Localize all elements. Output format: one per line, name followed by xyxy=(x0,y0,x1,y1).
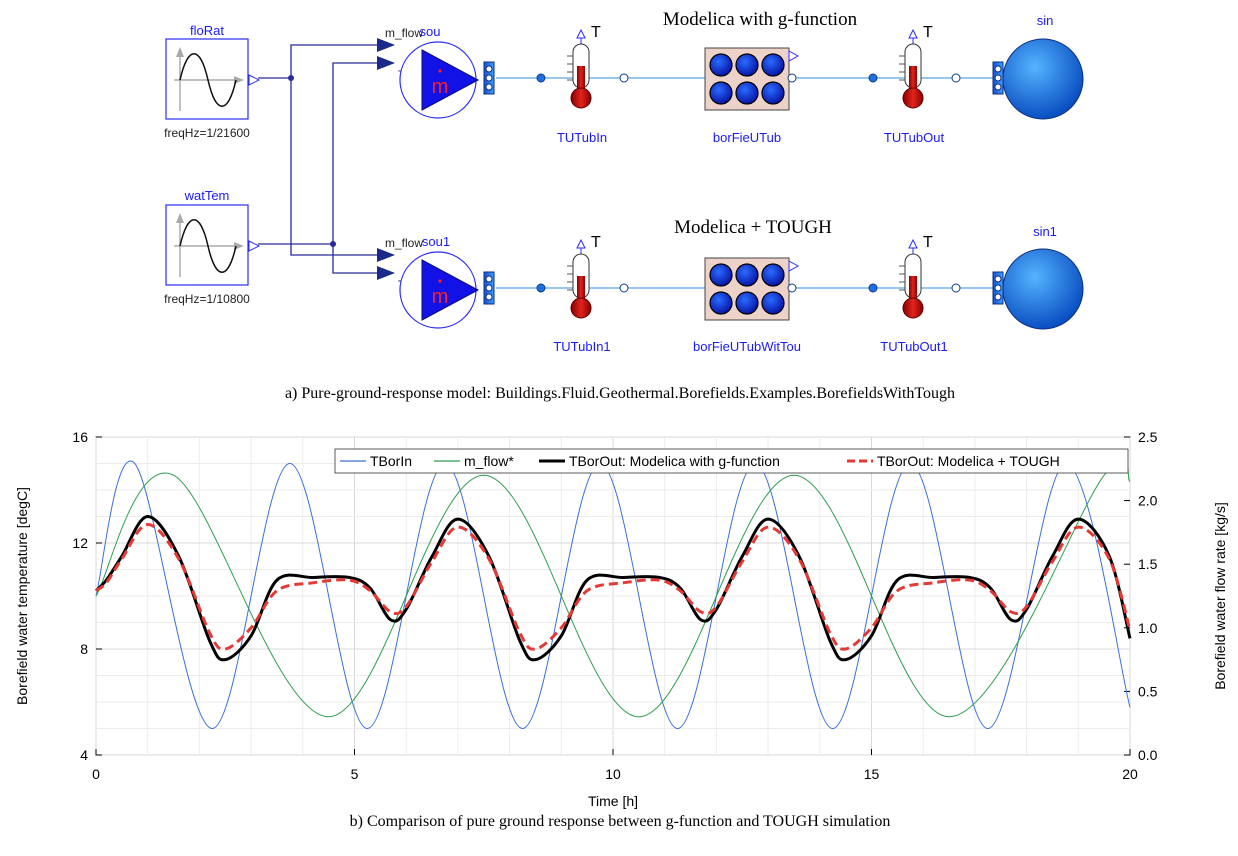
y-axis-left-title: Borefield water temperature [degC] xyxy=(14,487,30,705)
legend-mflow: m_flow* xyxy=(464,453,514,469)
y-left-tick-label: 16 xyxy=(72,429,88,445)
signal-wires xyxy=(258,44,377,274)
sin-label: sin xyxy=(1037,13,1054,28)
chart-grid xyxy=(95,436,1131,756)
block-floRat[interactable]: floRat freqHz=1/21600 xyxy=(164,23,260,140)
sou1-symbol: m xyxy=(432,286,449,308)
chart-caption: b) Comparison of pure ground response be… xyxy=(350,813,891,830)
TUTubIn1-symbol: T xyxy=(591,234,601,251)
TUTubOut1-symbol: T xyxy=(923,234,933,251)
series-line-3 xyxy=(95,523,1132,651)
x-axis-title: Time [h] xyxy=(588,793,638,809)
sou-input-mflow-label: m_flow xyxy=(385,26,423,40)
block-borFieUTub[interactable]: borFieUTub xyxy=(704,47,799,145)
legend-gfunction: TBorOut: Modelica with g-function xyxy=(569,453,780,469)
y-right-tick-label: 2.0 xyxy=(1138,493,1158,509)
junction-dot xyxy=(288,75,294,81)
sensor-TUTubOut[interactable]: T TUTubOut xyxy=(868,24,961,145)
diagram-caption: a) Pure-ground-response model: Buildings… xyxy=(285,385,955,402)
TUTubIn1-label: TUTubIn1 xyxy=(553,339,610,354)
sou-label: sou xyxy=(420,24,441,39)
sin1-label: sin1 xyxy=(1033,224,1057,239)
series-line-1 xyxy=(95,458,1131,718)
TUTubOut-symbol: T xyxy=(923,24,933,41)
x-tick-label: 0 xyxy=(92,766,100,782)
row-title-tough: Modelica + TOUGH xyxy=(674,217,832,238)
y-right-tick-label: 0.5 xyxy=(1138,683,1158,699)
y-right-tick-label: 2.5 xyxy=(1138,429,1158,445)
chart-ticks: 0 5 10 15 20 4 8 12 16 0.0 0.5 1.0 1.5 2.0 2.5 xyxy=(72,429,1157,782)
block-sou1[interactable]: sou1 m_flow T m xyxy=(377,234,495,329)
block-sin[interactable]: sin xyxy=(992,13,1084,120)
sensor-TUTubOut1[interactable]: T TUTubOut1 xyxy=(868,234,961,354)
sensor-TUTubIn[interactable]: T TUTubIn xyxy=(536,24,629,145)
sou1-label: sou1 xyxy=(422,234,450,249)
y-right-tick-label: 1.5 xyxy=(1138,556,1158,572)
modelica-diagram: floRat freqHz=1/21600 watTem freqHz=1/10… xyxy=(164,9,1084,402)
y-axis-right-title: Borefield water flow rate [kg/s] xyxy=(1212,502,1228,690)
x-tick-label: 10 xyxy=(605,766,621,782)
TUTubIn-label: TUTubIn xyxy=(557,130,607,145)
sou1-input-T[interactable] xyxy=(377,266,395,280)
floRat-label: floRat xyxy=(190,23,224,38)
sou1-input-mflow[interactable] xyxy=(377,248,395,262)
watTem-label: watTem xyxy=(184,188,230,203)
borefield-chart: 0 5 10 15 20 4 8 12 16 0.0 0.5 1.0 1.5 2.0 2.5 TBorIn … xyxy=(14,429,1228,830)
watTem-param: freqHz=1/10800 xyxy=(164,292,250,306)
chart-legend: TBorIn m_flow* TBorOut: Modelica with g-… xyxy=(334,448,1129,474)
sou-input-mflow[interactable] xyxy=(377,38,395,52)
y-left-tick-label: 12 xyxy=(72,535,88,551)
sou1-input-mflow-label: m_flow xyxy=(385,236,423,250)
x-tick-label: 15 xyxy=(864,766,880,782)
x-tick-label: 5 xyxy=(351,766,359,782)
sou-input-T[interactable] xyxy=(377,56,395,70)
chart-series xyxy=(94,458,1132,729)
borFieUTub-label: borFieUTub xyxy=(713,130,781,145)
sou-symbol: m xyxy=(432,76,449,98)
floRat-param: freqHz=1/21600 xyxy=(164,126,250,140)
y-left-tick-label: 4 xyxy=(80,747,88,763)
TUTubOut-label: TUTubOut xyxy=(884,130,945,145)
legend-TBorIn: TBorIn xyxy=(370,453,412,469)
x-tick-label: 20 xyxy=(1122,766,1138,782)
block-borFieUTubWitTou[interactable]: borFieUTubWitTou xyxy=(693,257,801,354)
y-right-tick-label: 0.0 xyxy=(1138,747,1158,763)
sensor-TUTubIn1[interactable]: T TUTubIn1 xyxy=(536,234,629,354)
TUTubIn-symbol: T xyxy=(591,24,601,41)
block-sou[interactable]: sou m_flow T m xyxy=(377,24,495,119)
y-left-tick-label: 8 xyxy=(80,641,88,657)
y-right-tick-label: 1.0 xyxy=(1138,620,1158,636)
junction-dot xyxy=(330,241,336,247)
row-title-g-function: Modelica with g-function xyxy=(663,9,858,30)
TUTubOut1-label: TUTubOut1 xyxy=(880,339,947,354)
borFieUTubWitTou-label: borFieUTubWitTou xyxy=(693,339,801,354)
series-line-2 xyxy=(94,515,1132,662)
block-sin1[interactable]: sin1 xyxy=(992,224,1084,330)
block-watTem[interactable]: watTem freqHz=1/10800 xyxy=(164,188,260,306)
legend-tough: TBorOut: Modelica + TOUGH xyxy=(877,453,1060,469)
